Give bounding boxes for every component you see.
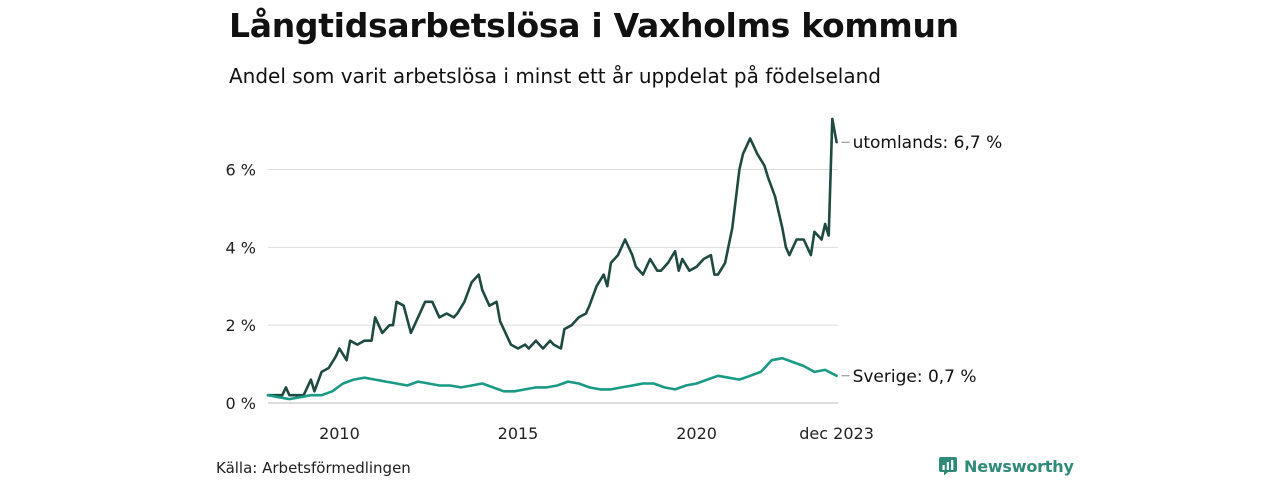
series-line-sverige [266, 356, 838, 401]
series-end-label: utomlands: 6,7 % [853, 133, 1003, 153]
y-tick-label: 0 % [226, 394, 256, 413]
chart-subtitle: Andel som varit arbetslösa i minst ett å… [229, 64, 881, 88]
source-note: Källa: Arbetsförmedlingen [216, 459, 411, 477]
x-tick-label: 2020 [676, 424, 717, 443]
series-end-label: Sverige: 0,7 % [853, 367, 977, 387]
brand-name: Newsworthy [964, 456, 1074, 476]
line-chart: 0 % 2 % 4 % 6 % 2010 2015 2020 dec 2023 utomlan… [226, 117, 1003, 443]
y-tick-label: 4 % [226, 238, 256, 257]
label-layer: utomlands: 6,7 % Sverige: 0,7 % [841, 133, 1003, 387]
y-tick-label: 2 % [226, 316, 256, 335]
x-tick-label: 2010 [319, 424, 360, 443]
x-tick-label: 2015 [498, 424, 539, 443]
chart-title: Långtidsarbetslösa i Vaxholms kommun [229, 6, 959, 45]
brand-logo[interactable]: Newsworthy [938, 456, 1074, 476]
y-tick-label: 6 % [226, 160, 256, 179]
grid-layer [268, 168, 838, 404]
x-tick-label: dec 2023 [799, 424, 874, 443]
series-line-utomlands [266, 117, 838, 397]
series-layer [266, 117, 838, 401]
newsworthy-logo-icon [939, 457, 957, 476]
tick-layer: 0 % 2 % 4 % 6 % 2010 2015 2020 dec 2023 [226, 160, 874, 443]
